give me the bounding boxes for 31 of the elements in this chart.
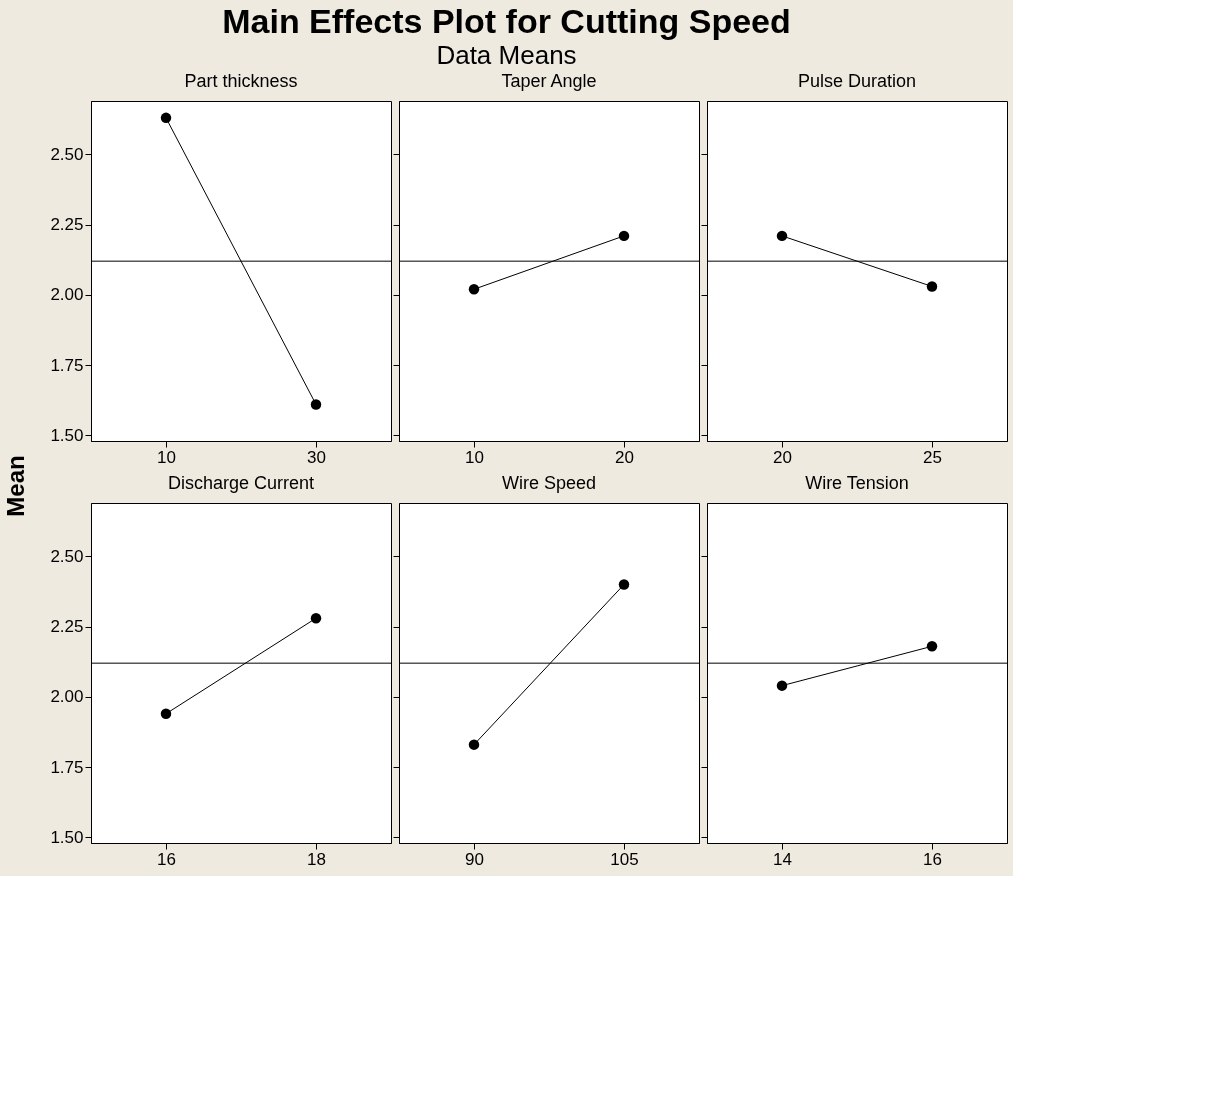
x-tick-label: 105 xyxy=(610,849,639,869)
x-tick-label: 16 xyxy=(157,849,176,869)
x-tick-label: 18 xyxy=(307,849,326,869)
y-tick-label: 2.25 xyxy=(50,215,84,235)
text: Data Means xyxy=(436,39,577,70)
x-tick-label: 10 xyxy=(465,447,484,467)
y-tick-label: 1.75 xyxy=(50,355,84,375)
x-tick-label: 10 xyxy=(157,447,176,467)
y-tick-label: 2.50 xyxy=(50,144,84,164)
x-tick-label: 20 xyxy=(615,447,634,467)
x-tick-label: 14 xyxy=(773,849,792,869)
y-tick-label: 1.50 xyxy=(50,425,84,445)
y-tick-label: 2.25 xyxy=(50,617,84,637)
x-tick-label: 16 xyxy=(923,849,942,869)
y-tick-label: 2.00 xyxy=(50,687,84,707)
x-tick-label: 90 xyxy=(465,849,484,869)
text: Mean xyxy=(2,455,29,517)
chart-title: Pulse Duration xyxy=(797,71,917,91)
y-tick-label: 1.50 xyxy=(50,827,84,847)
chart-title: Discharge Current xyxy=(167,473,315,493)
chart-title: Wire Tension xyxy=(805,473,909,493)
y-tick-label: 1.75 xyxy=(50,757,84,777)
x-tick-label: 30 xyxy=(307,447,326,467)
y-tick-label: 2.50 xyxy=(50,546,84,566)
chart-title: Part thickness xyxy=(184,71,298,91)
chart-title: Taper Angle xyxy=(501,71,597,91)
chart-title: Wire Speed xyxy=(501,473,597,493)
x-tick-label: 25 xyxy=(923,447,942,467)
y-tick-label: 2.00 xyxy=(50,285,84,305)
text: Main Effects Plot for Cutting Speed xyxy=(222,1,791,40)
x-tick-label: 20 xyxy=(773,447,792,467)
